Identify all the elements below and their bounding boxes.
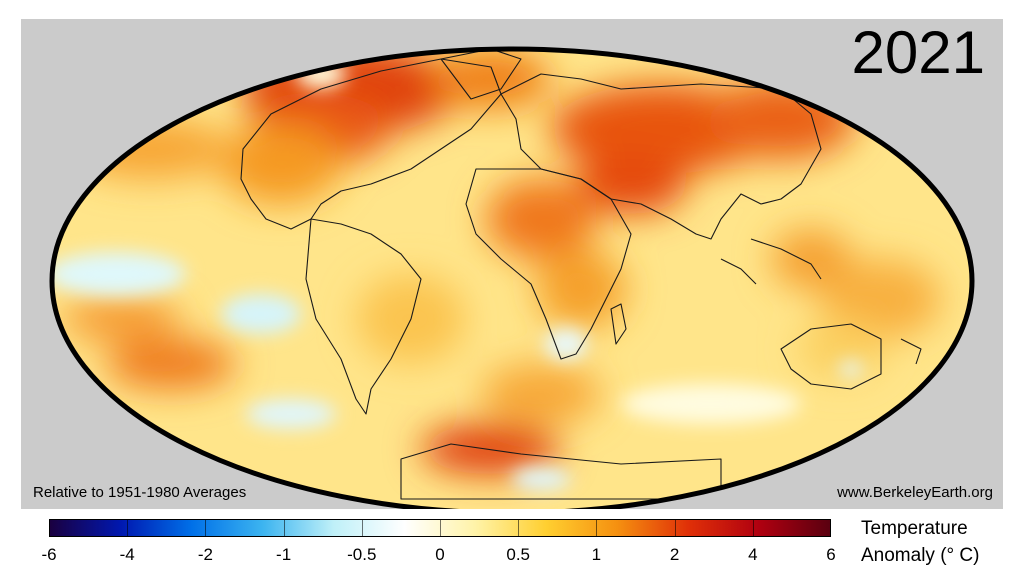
year-label: 2021 <box>851 19 985 86</box>
map-border <box>49 46 975 509</box>
colorbar-tick-mark <box>283 519 285 537</box>
colorbar-tick-label: 4 <box>748 545 758 564</box>
world-temperature-map <box>49 46 975 509</box>
source-credit: www.BerkeleyEarth.org <box>837 484 993 501</box>
colorbar-tick-label: -0.5 <box>347 545 377 564</box>
map-panel: 2021 Relative to 1951-1980 Averages www.… <box>21 19 1003 509</box>
colorbar-tick-label: -6 <box>41 545 57 564</box>
colorbar-tick-mark <box>205 519 207 537</box>
colorbar-title-line2: Anomaly (° C) <box>861 545 980 566</box>
colorbar-tick-label: -1 <box>276 545 292 564</box>
colorbar-tick-label: -2 <box>197 545 213 564</box>
colorbar-tick-label: 0 <box>435 545 445 564</box>
colorbar-title: Temperature Anomaly (° C) <box>861 515 979 569</box>
colorbar-tick-label: 1 <box>591 545 602 564</box>
colorbar-tick-mark <box>596 519 598 537</box>
colorbar-tick-mark <box>361 519 363 537</box>
baseline-note: Relative to 1951-1980 Averages <box>33 484 247 501</box>
colorbar-tick-mark <box>752 519 754 537</box>
colorbar-tick-label: 2 <box>669 545 680 564</box>
colorbar-tick-mark <box>440 519 441 537</box>
colorbar-tick-label: 0.5 <box>506 545 531 564</box>
colorbar-tick-mark <box>127 519 129 537</box>
colorbar-tick-label: -4 <box>119 545 135 564</box>
colorbar-tick-mark <box>674 519 676 537</box>
colorbar-tick-label: 6 <box>826 545 836 564</box>
colorbar-title-line1: Temperature <box>861 518 968 539</box>
colorbar-tick-mark <box>518 519 520 537</box>
anomaly-field <box>52 49 972 509</box>
